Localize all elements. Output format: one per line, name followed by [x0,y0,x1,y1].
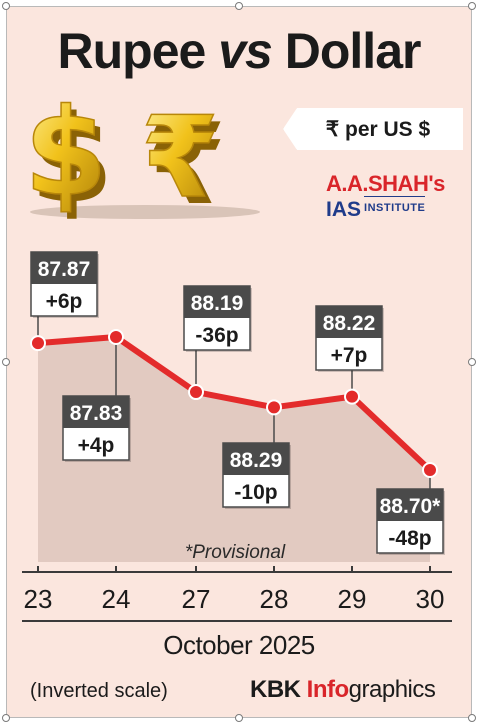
brand-credit: KBK Infographics [250,676,436,704]
data-point [30,335,46,352]
brand-info: Info [306,676,349,703]
change-label: +4p [78,434,115,457]
title-vs: vs [218,23,273,79]
brand-kbk: KBK [250,676,307,703]
x-tick-label: 27 [182,584,211,614]
resize-handle[interactable] [468,2,476,10]
label-box-header [377,489,443,521]
provisional-note: *Provisional [185,542,286,563]
svg-text:₹: ₹ [141,96,219,221]
chart-title: Rupee vs Dollar [0,22,478,80]
resize-handle[interactable] [468,358,476,366]
change-label: +6p [46,290,83,313]
data-point [188,384,204,401]
data-label: 88.70* [380,495,442,518]
change-label: -10p [234,481,277,504]
title-rupee: Rupee [57,23,207,79]
data-point [422,462,438,478]
brand-graphics: graphics [348,676,436,703]
label-box-header [184,286,250,318]
x-tick-label: 23 [24,584,53,614]
resize-handle[interactable] [2,358,10,366]
data-label: 87.83 [70,402,123,425]
logo-ias: IAS [326,198,362,221]
change-label: +7p [331,344,368,367]
data-label: 87.87 [38,258,91,281]
logo-institute: INSTITUTE [364,196,426,218]
x-tick-label: 30 [416,584,445,614]
data-label: 88.19 [191,292,244,315]
unit-label: ₹ per US $ [283,108,463,150]
label-box-header [223,443,289,475]
title-dollar: Dollar [284,23,422,79]
data-label: 88.29 [230,449,283,472]
x-tick-label: 28 [260,584,289,614]
svg-text:₹: ₹ [148,100,226,221]
change-label: -48p [388,527,431,550]
resize-handle[interactable] [2,2,10,10]
change-label: -36p [195,324,238,347]
resize-handle[interactable] [235,2,243,10]
label-box-header [63,396,129,428]
dollar-rupee-symbols-icon: $ $ ₹ ₹ [23,96,260,221]
dollar-sign-icon: $ $ [23,96,114,221]
rupee-sign-icon: ₹ ₹ [140,96,226,221]
x-axis-month-label: October 2025 [163,630,315,660]
inverted-scale-note: (Inverted scale) [30,680,168,702]
resize-handle[interactable] [468,714,476,722]
svg-text:$: $ [30,96,114,221]
data-point [108,329,124,345]
x-tick-label: 29 [338,584,367,614]
label-box-header [316,306,382,338]
logo-line1: A.A.SHAH's [326,171,445,196]
svg-text:$: $ [24,96,108,221]
resize-handle[interactable] [2,714,10,722]
label-box-header [31,252,97,284]
series-line [35,334,433,473]
data-point [266,399,282,416]
institute-logo: A.A.SHAH's IAS INSTITUTE [326,171,462,221]
x-tick-label: 24 [102,584,131,614]
data-point [344,388,360,405]
resize-handle[interactable] [235,714,243,722]
data-label: 88.22 [323,312,376,335]
